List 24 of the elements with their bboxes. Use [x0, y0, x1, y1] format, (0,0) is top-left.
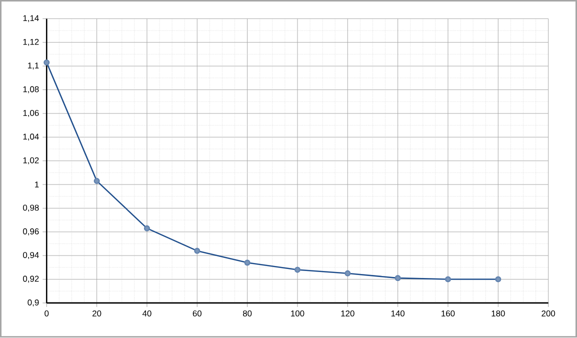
x-tick-label: 120 — [341, 310, 354, 317]
y-tick-label: 1,1 — [28, 62, 39, 70]
x-tick-label: 200 — [542, 310, 556, 317]
x-tick-label: 80 — [242, 310, 252, 317]
y-tick-label: 0,92 — [23, 276, 39, 283]
x-tick-label: 160 — [442, 310, 455, 317]
y-tick-label: 0,98 — [23, 204, 39, 212]
y-tick-label: 0,96 — [23, 228, 39, 236]
y-tick-label: 0,94 — [23, 252, 39, 260]
y-tick-label: 1,06 — [23, 110, 39, 118]
x-tick-label: 0 — [44, 310, 49, 317]
y-tick-label: 1,04 — [23, 134, 39, 141]
x-tick-label: 20 — [92, 310, 102, 317]
y-tick-label: 1,12 — [23, 39, 39, 46]
x-tick-label: 180 — [492, 310, 505, 317]
y-tick-label: 1,02 — [23, 158, 39, 164]
y-tick-label: 1,08 — [23, 86, 39, 94]
y-tick-label: 1 — [35, 182, 39, 188]
x-tick-label: 60 — [192, 310, 202, 317]
x-tick-label: 140 — [391, 310, 405, 317]
x-tick-label: 100 — [291, 310, 304, 317]
x-tick-label: 40 — [142, 310, 152, 317]
y-tick-label: 1,14 — [23, 15, 39, 22]
y-tick-label: 0,9 — [28, 300, 39, 307]
